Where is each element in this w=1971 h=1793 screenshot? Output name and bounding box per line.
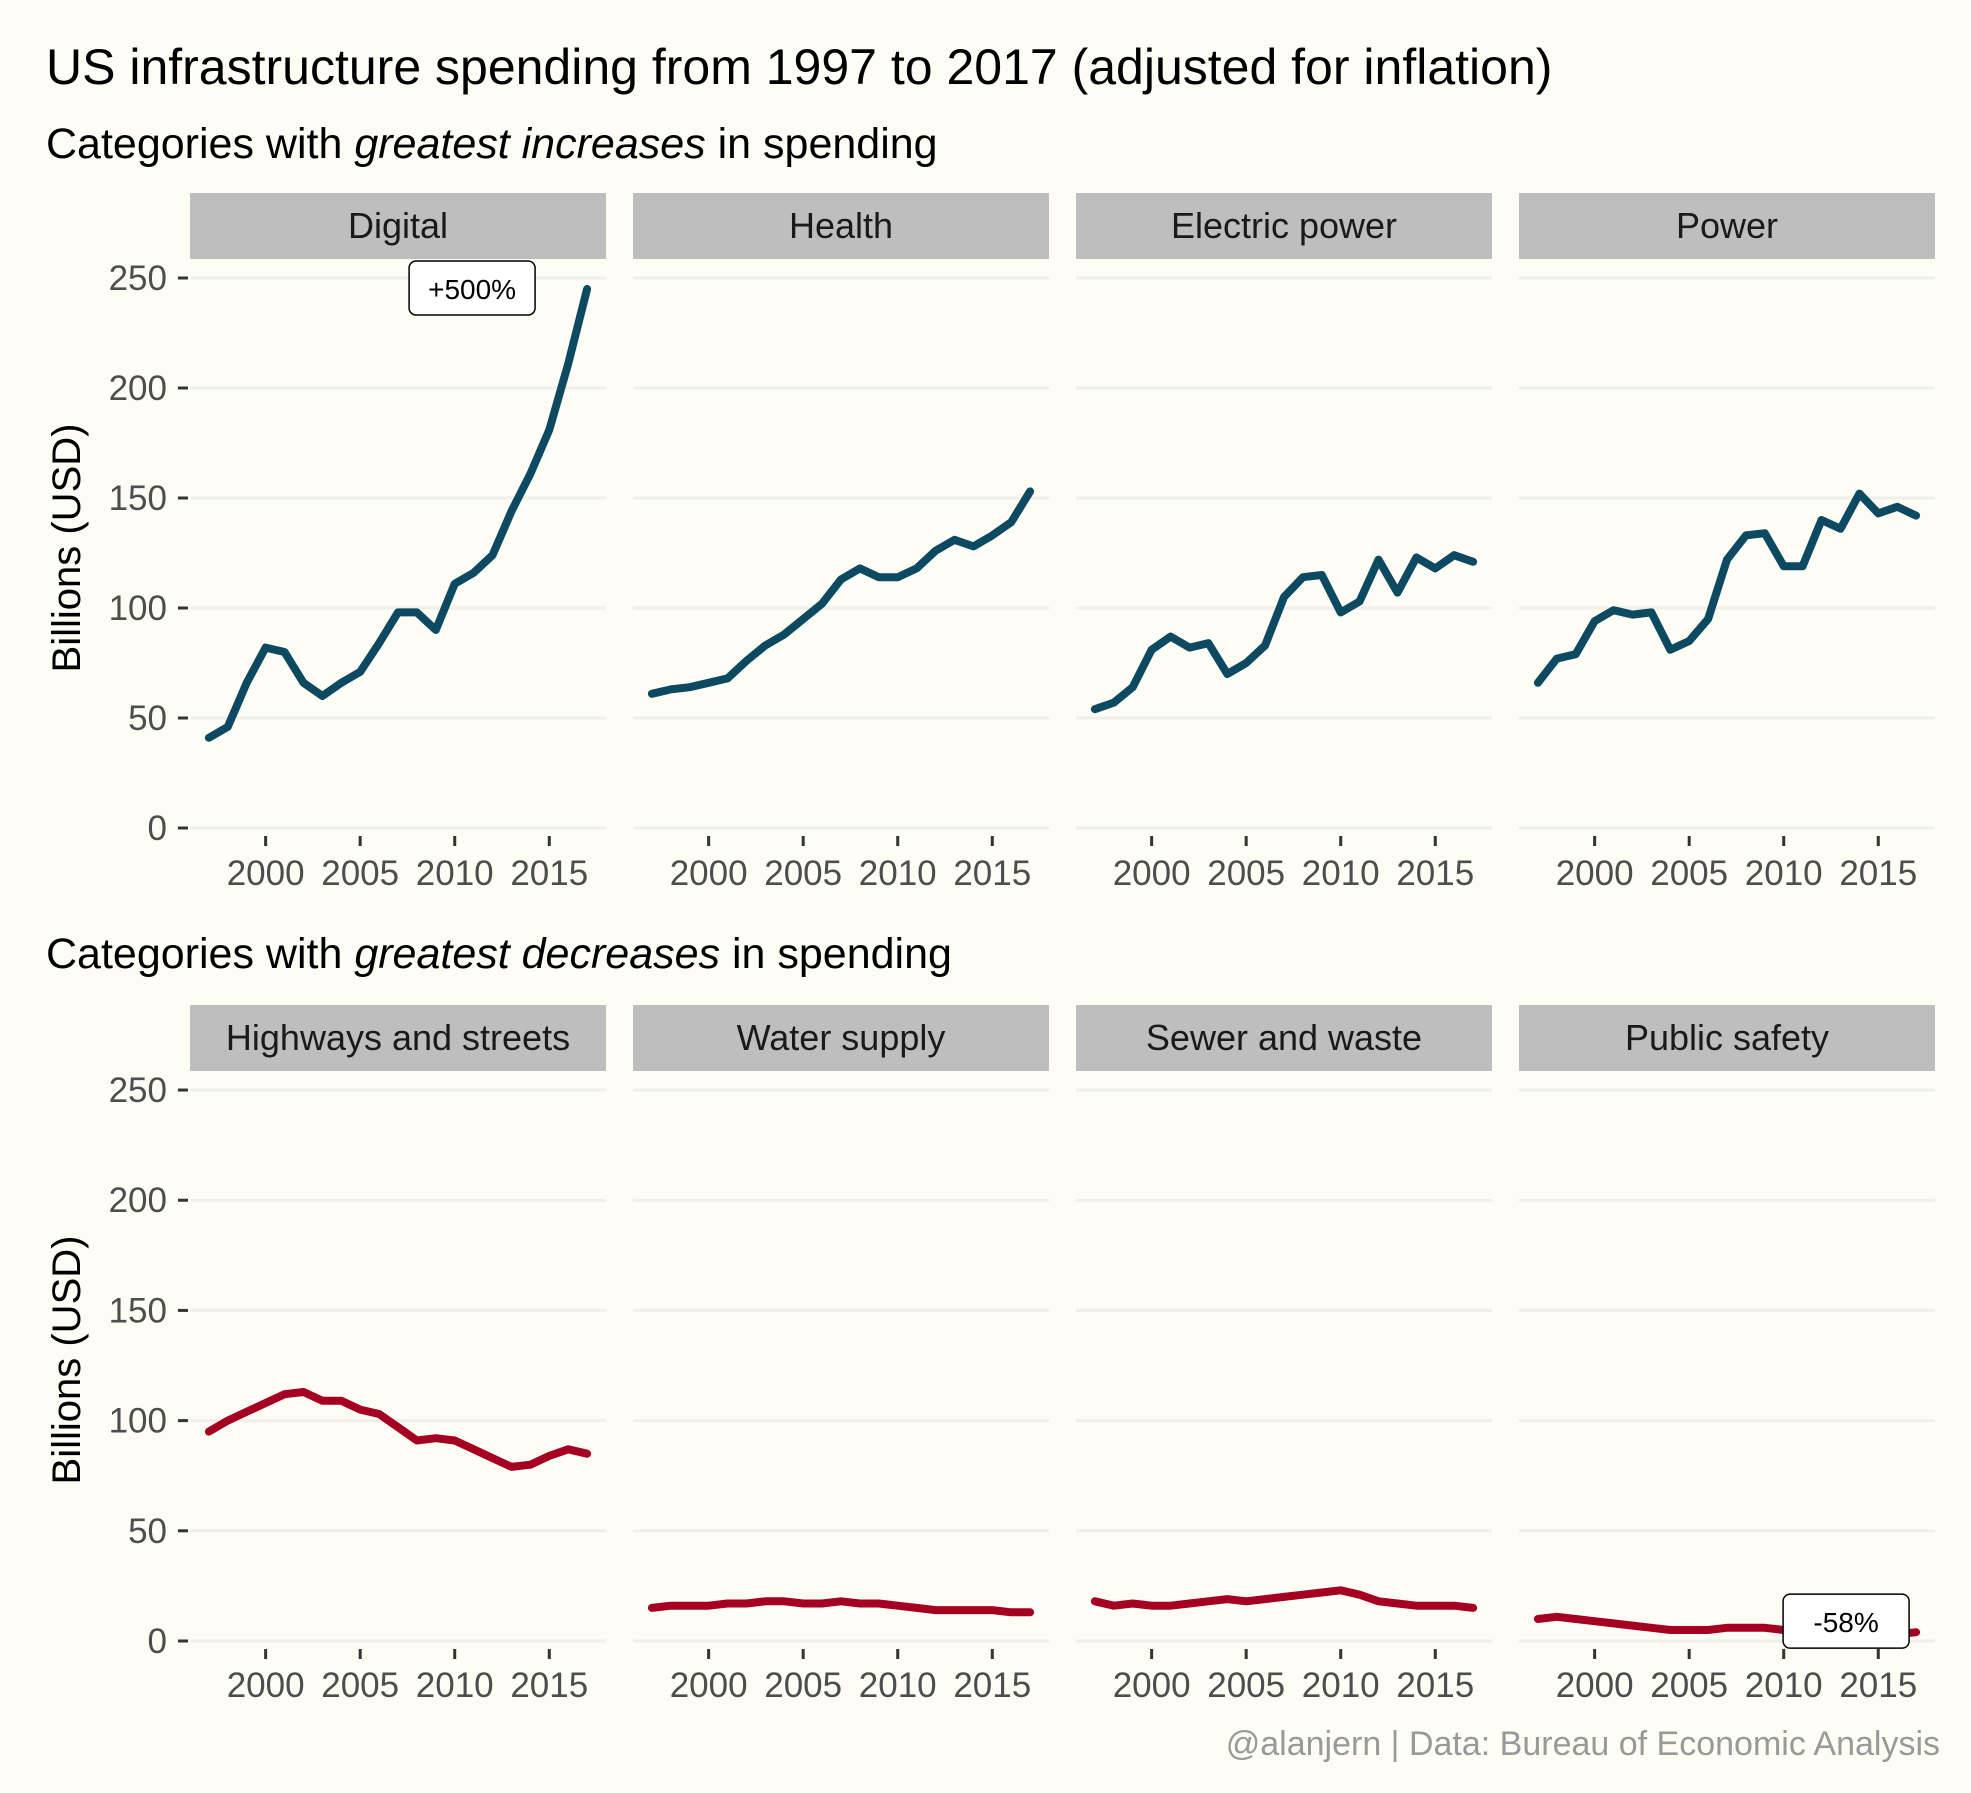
- series-line: [204, 285, 592, 742]
- annotation-box: [408, 260, 536, 316]
- x-tick-label: 2000: [227, 1666, 305, 1705]
- section-subtitle: Categories with greatest increases in sp…: [46, 120, 938, 168]
- facet-row: Categories with greatest decreases in sp…: [45, 930, 1935, 1705]
- y-tick-label: 250: [109, 259, 167, 298]
- x-tick-label: 2010: [1745, 854, 1823, 893]
- facet-strip-label: Power: [1676, 205, 1778, 246]
- facet-panel: Electric power 2000 2005 2010 2015: [1076, 193, 1492, 893]
- x-tick-label: 2000: [670, 854, 748, 893]
- x-tick-label: 2000: [227, 854, 305, 893]
- x-tick-label: 2010: [1302, 1666, 1380, 1705]
- x-tick-label: 2015: [1396, 854, 1474, 893]
- y-tick-label: 250: [109, 1071, 167, 1110]
- facet-strip: [633, 193, 1049, 259]
- facet-strip-label: Public safety: [1625, 1017, 1829, 1058]
- facet-row: Categories with greatest increases in sp…: [45, 120, 1935, 893]
- facet-strip-label: Electric power: [1171, 205, 1397, 246]
- series-line: [1090, 1586, 1478, 1612]
- facet-rows: Categories with greatest increases in sp…: [45, 120, 1935, 1705]
- facet-panel: Highways and streets 2000 2005 2010 2015: [190, 1005, 606, 1705]
- x-tick-label: 2015: [1839, 1666, 1917, 1705]
- facet-panel: Digital 2000 2005 2010 2015 +500%: [190, 193, 606, 893]
- facet-panel: Power 2000 2005 2010 2015: [1519, 193, 1935, 893]
- x-tick-label: 2015: [510, 1666, 588, 1705]
- y-tick-label: 100: [109, 1402, 167, 1441]
- x-tick-label: 2000: [1556, 1666, 1634, 1705]
- facet-strip: [190, 1005, 606, 1071]
- subtitle-part: in spending: [720, 930, 952, 978]
- y-tick-label: 150: [109, 1291, 167, 1330]
- facet-strip: [1519, 193, 1935, 259]
- facet-strip-label: Water supply: [737, 1017, 946, 1058]
- annotation-text: +500%: [428, 274, 516, 305]
- facet-panel: Water supply 2000 2005 2010 2015: [633, 1005, 1049, 1705]
- series-line: [1090, 551, 1478, 714]
- x-tick-label: 2005: [321, 1666, 399, 1705]
- subtitle-part: Categories with: [46, 120, 354, 168]
- x-tick-label: 2005: [1207, 854, 1285, 893]
- facet-panel: Sewer and waste 2000 2005 2010 2015: [1076, 1005, 1492, 1705]
- x-tick-label: 2010: [1745, 1666, 1823, 1705]
- y-tick-label: 150: [109, 479, 167, 518]
- section-subtitle: Categories with greatest decreases in sp…: [46, 930, 952, 978]
- y-tick-label: 0: [148, 809, 167, 848]
- series-line: [647, 1597, 1035, 1617]
- x-tick-label: 2005: [1650, 1666, 1728, 1705]
- x-tick-label: 2010: [859, 854, 937, 893]
- x-tick-label: 2005: [1650, 854, 1728, 893]
- x-tick-label: 2005: [321, 854, 399, 893]
- x-tick-label: 2015: [953, 1666, 1031, 1705]
- x-tick-label: 2000: [670, 1666, 748, 1705]
- y-tick-label: 0: [148, 1622, 167, 1661]
- annotation-label: -58%: [1782, 1593, 1910, 1649]
- facet-strip: [1076, 1005, 1492, 1071]
- x-tick-label: 2000: [1113, 854, 1191, 893]
- facet-strip-label: Sewer and waste: [1146, 1017, 1422, 1058]
- y-tick-label: 200: [109, 369, 167, 408]
- y-axis-label: Billions (USD): [45, 424, 89, 673]
- x-tick-label: 2010: [416, 1666, 494, 1705]
- y-tick-label: 50: [128, 699, 167, 738]
- x-tick-label: 2000: [1113, 1666, 1191, 1705]
- x-tick-label: 2015: [1396, 1666, 1474, 1705]
- facet-strip-label: Digital: [348, 205, 448, 246]
- annotation-text: -58%: [1813, 1607, 1878, 1638]
- facet-panel: Public safety 2000 2005 2010 2015 -58%: [1519, 1005, 1935, 1705]
- facet-strip-label: Health: [789, 205, 893, 246]
- x-tick-label: 2010: [416, 854, 494, 893]
- x-tick-label: 2015: [953, 854, 1031, 893]
- x-tick-label: 2005: [764, 1666, 842, 1705]
- series-line: [204, 1388, 592, 1471]
- x-tick-label: 2010: [1302, 854, 1380, 893]
- facet-strip-label: Highways and streets: [226, 1017, 570, 1058]
- y-axis-label: Billions (USD): [45, 1236, 89, 1485]
- subtitle-part: Categories with: [46, 930, 354, 978]
- facet-strip: [1519, 1005, 1935, 1071]
- y-tick-label: 100: [109, 589, 167, 628]
- x-tick-label: 2010: [859, 1666, 937, 1705]
- subtitle-part: greatest increases: [354, 120, 705, 168]
- facet-strip: [633, 1005, 1049, 1071]
- subtitle-part: greatest decreases: [354, 930, 720, 978]
- facet-panel: Health 2000 2005 2010 2015: [633, 193, 1049, 893]
- x-tick-label: 2015: [1839, 854, 1917, 893]
- series-line: [647, 487, 1035, 698]
- facet-strip: [190, 193, 606, 259]
- y-tick-label: 50: [128, 1512, 167, 1551]
- caption: @alanjern | Data: Bureau of Economic Ana…: [1226, 1725, 1940, 1763]
- x-tick-label: 2005: [1207, 1666, 1285, 1705]
- x-tick-label: 2000: [1556, 854, 1634, 893]
- chart-title: US infrastructure spending from 1997 to …: [46, 39, 1552, 95]
- facet-strip: [1076, 193, 1492, 259]
- annotation-box: [1782, 1593, 1910, 1649]
- x-tick-label: 2005: [764, 854, 842, 893]
- subtitle-part: in spending: [706, 120, 938, 168]
- y-tick-label: 200: [109, 1181, 167, 1220]
- series-line: [1533, 489, 1921, 687]
- x-tick-label: 2015: [510, 854, 588, 893]
- annotation-label: +500%: [408, 260, 536, 316]
